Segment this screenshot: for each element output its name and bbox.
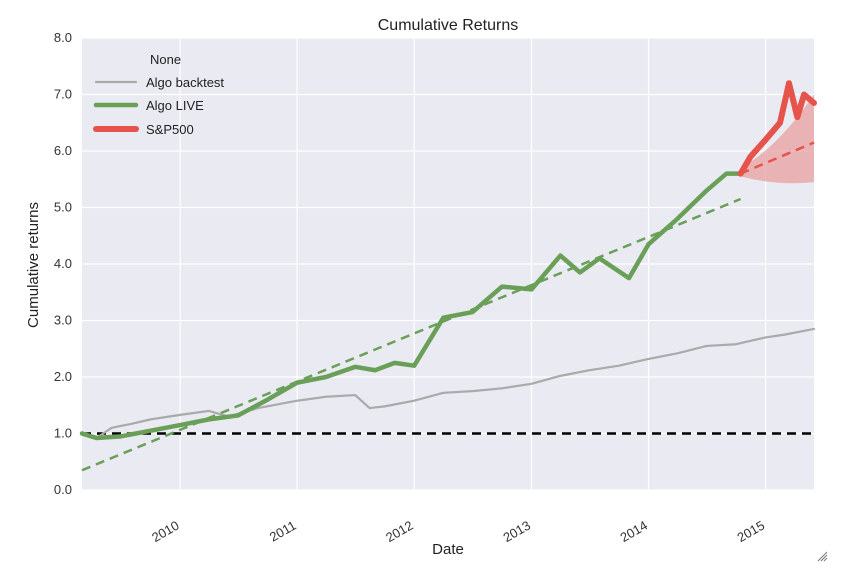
legend-label-live: Algo LIVE (146, 98, 204, 113)
line-algo-backtest (80, 327, 816, 440)
y-tick-label: 8.0 (54, 30, 72, 45)
line-sp500 (737, 80, 817, 177)
y-tick-label: 0.0 (54, 482, 72, 497)
resize-grip-icon[interactable] (816, 550, 828, 562)
x-tick-label: 2011 (267, 518, 299, 545)
y-tick-label: 7.0 (54, 87, 72, 102)
x-axis-label: Date (432, 541, 464, 558)
y-axis-ticks: 0.0 1.0 2.0 3.0 4.0 5.0 6.0 7.0 8.0 (54, 30, 72, 497)
legend-label-backtest: Algo backtest (146, 75, 224, 90)
cone-band (740, 94, 814, 184)
y-tick-label: 5.0 (54, 200, 72, 215)
legend-label-sp500: S&P500 (146, 122, 194, 137)
x-tick-label: 2015 (735, 518, 768, 545)
x-tick-label: 2010 (149, 518, 182, 545)
legend-title: None (150, 52, 181, 67)
line-algo-live (79, 171, 743, 441)
y-tick-label: 3.0 (54, 313, 72, 328)
confidence-cone (740, 94, 814, 184)
legend: None Algo backtest Algo LIVE S&P500 (93, 52, 224, 137)
x-tick-label: 2014 (618, 518, 651, 545)
x-tick-label: 2013 (500, 518, 533, 545)
y-axis-label: Cumulative returns (25, 202, 42, 328)
y-tick-label: 6.0 (54, 143, 72, 158)
trend-line-out-of-sample (740, 141, 815, 175)
series-lines (79, 80, 817, 472)
y-tick-label: 4.0 (54, 256, 72, 271)
chart-title: Cumulative Returns (378, 17, 519, 34)
trend-line-in-sample (81, 197, 742, 472)
x-tick-label: 2012 (383, 518, 416, 545)
y-tick-label: 1.0 (54, 426, 72, 441)
y-tick-label: 2.0 (54, 369, 72, 384)
